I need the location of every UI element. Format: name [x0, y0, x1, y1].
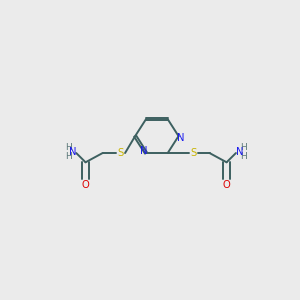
Text: O: O: [82, 180, 89, 190]
Text: N: N: [177, 133, 184, 142]
Text: O: O: [223, 180, 230, 190]
Text: H: H: [240, 152, 247, 160]
Text: S: S: [117, 148, 124, 158]
Text: N: N: [236, 147, 244, 157]
Text: H: H: [65, 143, 72, 152]
Text: N: N: [140, 146, 148, 157]
Text: S: S: [190, 148, 196, 158]
Text: H: H: [65, 152, 72, 160]
Text: H: H: [240, 143, 247, 152]
Text: N: N: [69, 147, 76, 157]
